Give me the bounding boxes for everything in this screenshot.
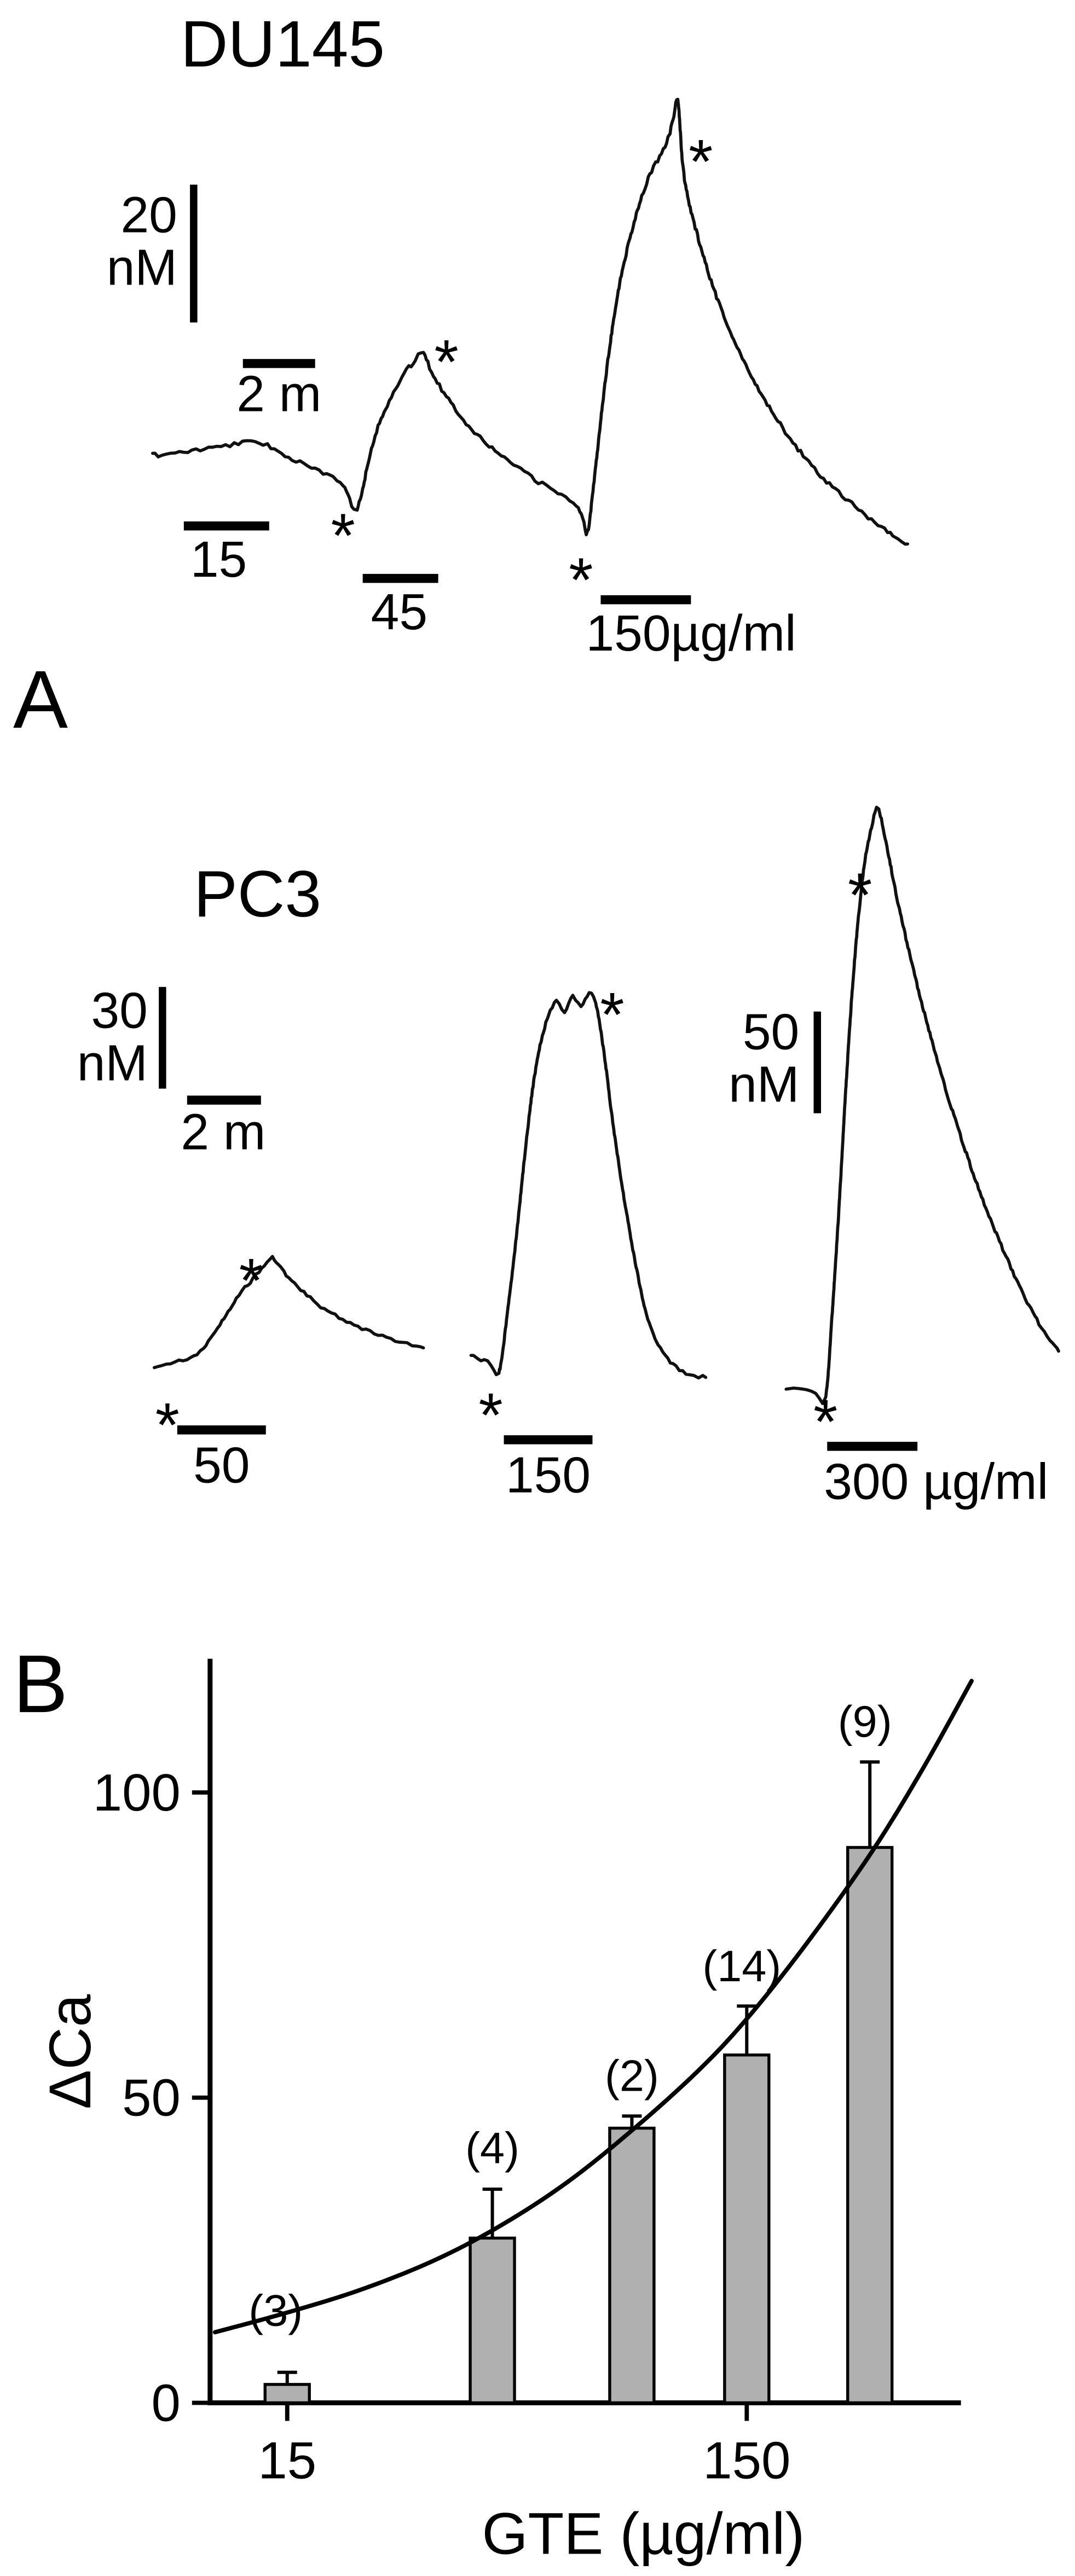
response-asterisk: *: [434, 327, 458, 397]
x-tick-label-15: 15: [258, 2431, 316, 2490]
y-tick-label-50: 50: [122, 2069, 181, 2127]
y-axis-title: ΔCa: [37, 1994, 103, 2109]
du145-scale-unit: nM: [107, 239, 177, 295]
pc3-ca-trace-150: [469, 991, 708, 1380]
n-label: (2): [605, 2052, 659, 2101]
pc3-ca-trace-300: [784, 805, 1060, 1406]
x-axis-title: GTE (µg/ml): [482, 2500, 805, 2566]
fit-curve: [212, 1679, 974, 2335]
response-asterisk: *: [689, 127, 713, 197]
du145-title: DU145: [181, 8, 385, 81]
du145-dose-label-150: 150µg/ml: [586, 605, 796, 662]
pc3-dose-label-300: 300 µg/ml: [824, 1453, 1048, 1510]
pc3-time-label: 2 m: [181, 1104, 265, 1161]
pc3-scale-left-value: 30: [91, 982, 147, 1039]
response-asterisk: *: [600, 980, 624, 1050]
du145-dose-label-45: 45: [371, 583, 427, 640]
response-asterisk: *: [478, 1380, 502, 1450]
response-asterisk: *: [848, 861, 872, 930]
panel-a-label: A: [13, 653, 68, 745]
response-asterisk: *: [155, 1390, 180, 1460]
bar-dose-150: [723, 2053, 771, 2405]
y-tick-label-0: 0: [151, 2374, 180, 2432]
bar-dose-50: [469, 2236, 516, 2405]
du145-ca-trace: [151, 97, 910, 546]
bar-dose-100: [608, 2126, 656, 2405]
bars-group: (3)(4)(2)(14)(9): [248, 1697, 894, 2405]
bar-dose-300: [846, 1846, 894, 2405]
pc3-response-markers: ******: [155, 861, 872, 1460]
panel-dose-response: 0 50 100 15 150 ΔCa GTE (µg/ml) (3)(4)(2…: [37, 1658, 974, 2566]
du145-response-markers: * * * *: [331, 127, 713, 616]
panel-du145: DU145 20 nM 2 m * * * * 15 45 150µg/ml: [107, 8, 910, 662]
y-tick-label-100: 100: [93, 1763, 181, 1822]
pc3-dose-label-50: 50: [193, 1436, 250, 1493]
panel-pc3: PC3 30 nM 2 m 50 nM ****** 50 150 300 µg…: [77, 805, 1060, 1510]
response-asterisk: *: [239, 1246, 263, 1315]
n-label: (14): [702, 1942, 781, 1991]
panel-b-label: B: [13, 1638, 68, 1730]
response-asterisk: *: [331, 501, 355, 571]
du145-scale-value: 20: [120, 186, 177, 243]
x-tick-label-150: 150: [703, 2431, 790, 2490]
response-asterisk: *: [569, 546, 593, 615]
pc3-dose-label-150: 150: [506, 1446, 591, 1503]
n-label: (4): [465, 2124, 519, 2173]
pc3-scale-right-unit: nM: [729, 1056, 799, 1113]
pc3-ca-trace-50: [153, 1255, 425, 1370]
du145-time-label: 2 m: [236, 365, 321, 422]
pc3-scale-right-value: 50: [743, 1003, 799, 1060]
n-label: (9): [838, 1697, 892, 1747]
bar-dose-15: [263, 2383, 311, 2405]
pc3-title: PC3: [194, 857, 321, 931]
pc3-scale-left-unit: nM: [77, 1035, 148, 1092]
du145-dose-label-15: 15: [190, 531, 247, 588]
